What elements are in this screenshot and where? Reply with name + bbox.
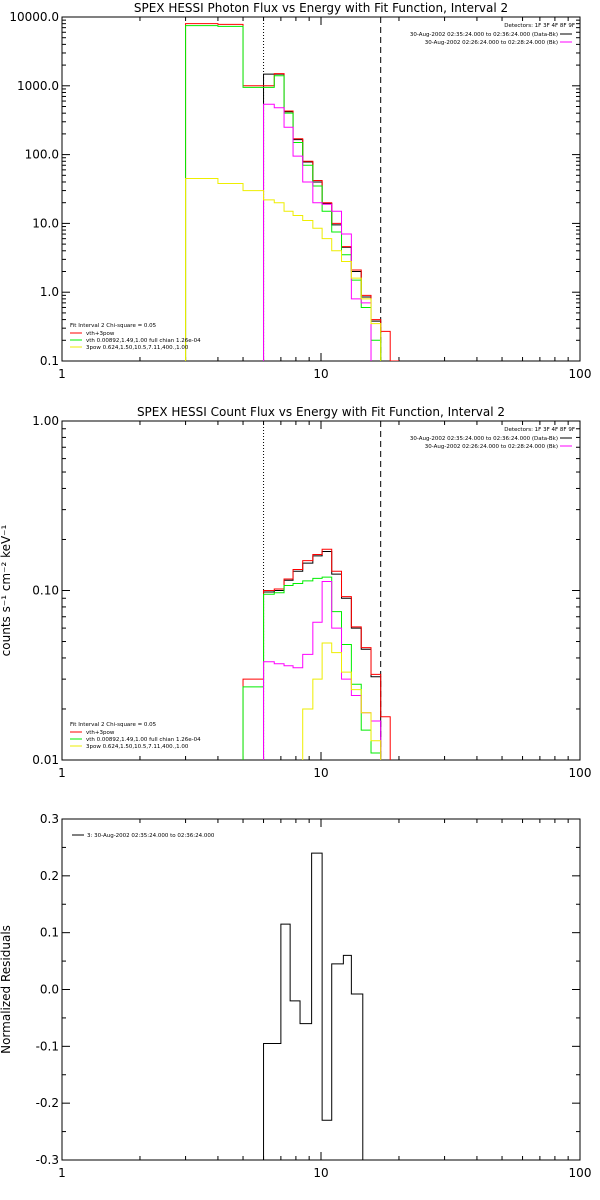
y-axis-label-2: counts s⁻¹ cm⁻² keV⁻¹ <box>0 524 13 656</box>
series-line-1-5 <box>185 177 382 361</box>
series-line-1-3 <box>185 25 382 361</box>
legend-fit-header: Fit Interval 2 Chi-square = 0.05 <box>70 722 157 728</box>
series-line-2-2 <box>242 548 391 760</box>
x-tick-label: 1 <box>58 367 66 381</box>
chart-title-2: SPEX HESSI Count Flux vs Energy with Fit… <box>137 405 505 419</box>
y-axis-label-3: Normalized Residuals <box>0 925 13 1054</box>
series-line-1-2 <box>185 23 399 361</box>
legend-entry-text: vth 0.00892,1.49,1.00 full chian 1.26e-0… <box>86 338 201 344</box>
y-tick-label: 10000.0 <box>9 10 59 24</box>
y-tick-label: 0.01 <box>32 753 59 767</box>
x-tick-label: 10 <box>313 367 328 381</box>
x-tick-label: 10 <box>313 1166 328 1180</box>
legend-detectors: Detectors: 1F 3F 4F 8F 9F <box>504 427 575 433</box>
y-tick-label: 0.1 <box>40 354 59 368</box>
y-tick-label: -0.1 <box>36 1039 59 1053</box>
plot-frame-2 <box>61 420 581 761</box>
series-line-1-4 <box>263 103 372 361</box>
legend-entry-text: 3: 30-Aug-2002 02:35:24.000 to 02:36:24.… <box>87 833 215 839</box>
legend-entry-text: 30-Aug-2002 02:26:24.000 to 02:28:24.000… <box>425 40 558 46</box>
x-tick-label: 100 <box>569 367 592 381</box>
x-tick-label: 100 <box>569 766 592 780</box>
x-tick-label: 100 <box>569 1166 592 1180</box>
series-line-3-1 <box>263 852 381 1160</box>
chart-title-1: SPEX HESSI Photon Flux vs Energy with Fi… <box>134 1 508 15</box>
legend-entry-text: 3pow 0.624,1.50,10.5,7.11,400.,1.00 <box>86 744 189 750</box>
legend-entry-text: vth+3pow <box>86 730 115 736</box>
y-tick-label: 0.0 <box>40 983 59 997</box>
y-tick-label: 0.10 <box>32 584 59 598</box>
y-tick-label: 0.3 <box>40 812 59 826</box>
y-tick-label: 0.2 <box>40 869 59 883</box>
series-line-2-5 <box>302 642 382 760</box>
legend-entry-text: vth+3pow <box>86 331 115 337</box>
y-tick-label: 1.00 <box>32 414 59 428</box>
legend-fit-header: Fit Interval 2 Chi-square = 0.05 <box>70 323 157 329</box>
y-tick-label: 100.0 <box>25 148 59 162</box>
y-tick-label: -0.3 <box>36 1153 59 1167</box>
x-tick-label: 1 <box>58 766 66 780</box>
legend-entry-text: 30-Aug-2002 02:26:24.000 to 02:28:24.000… <box>425 444 558 450</box>
legend-detectors: Detectors: 1F 3F 4F 8F 9F <box>504 23 575 29</box>
series-line-1-1 <box>263 73 382 361</box>
y-tick-label: 10.0 <box>32 216 59 230</box>
plot-frame-1 <box>61 16 581 362</box>
y-tick-label: 1000.0 <box>17 79 59 93</box>
y-tick-label: -0.2 <box>36 1096 59 1110</box>
legend-entry-text: 30-Aug-2002 02:35:24.000 to 02:36:24.000… <box>410 436 558 442</box>
x-tick-label: 1 <box>58 1166 66 1180</box>
y-tick-label: 1.0 <box>40 285 59 299</box>
legend-entry-text: 3pow 0.624,1.50,10.5,7.11,400.,1.00 <box>86 345 189 351</box>
y-tick-label: 0.1 <box>40 926 59 940</box>
legend-entry-text: vth 0.00892,1.49,1.00 full chian 1.26e-0… <box>86 737 201 743</box>
x-tick-label: 10 <box>313 766 328 780</box>
legend-entry-text: 30-Aug-2002 02:35:24.000 to 02:36:24.000… <box>410 32 558 38</box>
plot-frame-3 <box>61 818 581 1161</box>
